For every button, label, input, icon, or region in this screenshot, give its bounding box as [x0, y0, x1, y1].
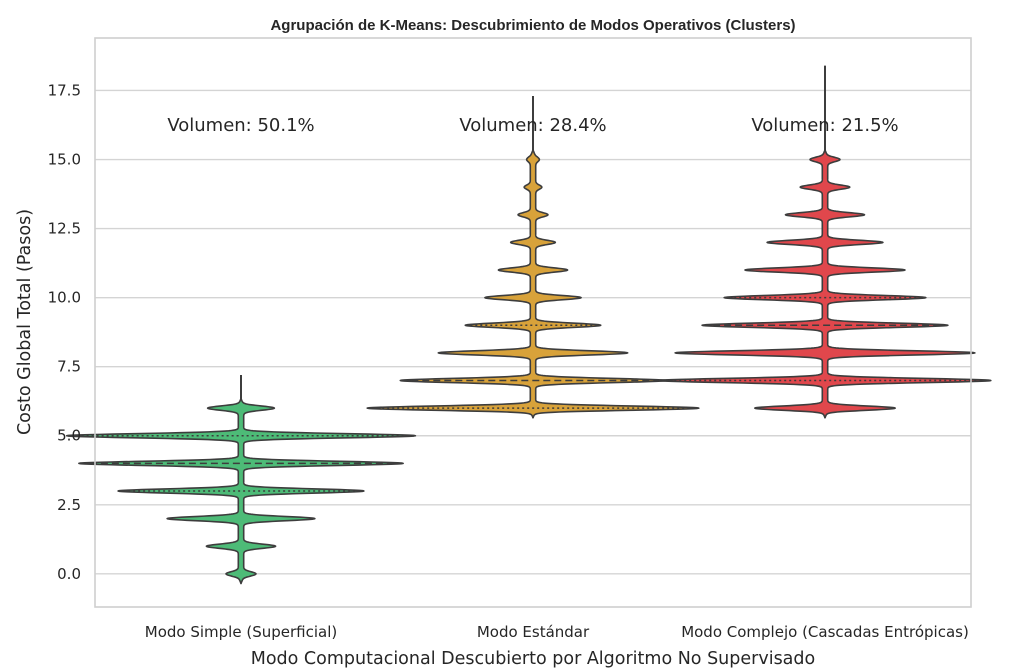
volume-annotation: Volumen: 28.4% [459, 115, 606, 136]
y-tick-label: 2.5 [57, 496, 81, 514]
x-tick-label: Modo Complejo (Cascadas Entrópicas) [681, 623, 969, 641]
x-tick-label: Modo Simple (Superficial) [145, 623, 337, 641]
y-tick-label: 15.0 [48, 151, 81, 169]
tick-labels: 0.0 2.5 5.0 7.5 10.0 12.5 15.0 17.5 Modo Simple … [48, 81, 969, 641]
y-tick-label: 17.5 [48, 81, 81, 99]
y-axis-label: Costo Global Total (Pasos) [15, 209, 35, 435]
y-tick-label: 12.5 [48, 220, 81, 238]
violin-body [366, 149, 700, 419]
plot-frame [94, 37, 972, 608]
y-tick-label: 0.0 [57, 565, 81, 583]
violin-body [65, 397, 417, 585]
x-axis-label: Modo Computacional Descubierto por Algor… [251, 649, 815, 669]
y-tick-label: 5.0 [57, 427, 81, 445]
violin-body [658, 149, 992, 419]
violins [65, 65, 992, 585]
volume-annotation: Volumen: 50.1% [167, 115, 314, 136]
y-tick-label: 7.5 [57, 358, 81, 376]
y-tick-label: 10.0 [48, 289, 81, 307]
volume-annotation: Volumen: 21.5% [751, 115, 898, 136]
chart-title: Agrupación de K-Means: Descubrimiento de… [270, 17, 795, 34]
volume-annotations: Volumen: 50.1% Volumen: 28.4% Volumen: 21.… [167, 115, 898, 136]
x-tick-label: Modo Estándar [477, 623, 590, 641]
